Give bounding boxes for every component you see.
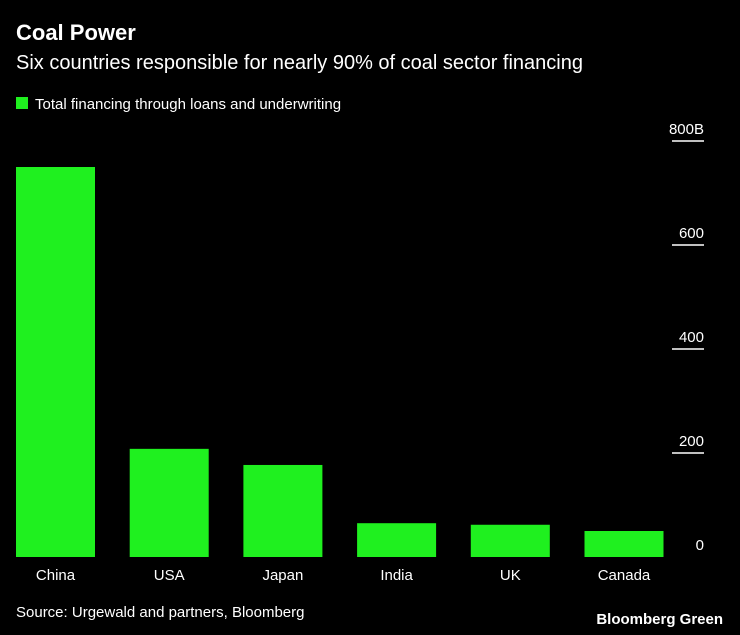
x-tick-label: China <box>36 567 76 584</box>
bar <box>470 524 550 557</box>
bar <box>243 464 323 557</box>
legend-swatch <box>16 97 28 109</box>
legend-label: Total financing through loans and underw… <box>35 96 341 113</box>
x-tick-label: Japan <box>262 567 303 584</box>
source: Source: Urgewald and partners, Bloomberg <box>16 604 305 621</box>
x-tick-label: USA <box>154 567 185 584</box>
x-tick-label: UK <box>500 567 521 584</box>
chart-title: Coal Power <box>16 20 136 45</box>
bar <box>129 448 209 557</box>
y-tick-label: 0 <box>696 537 704 554</box>
y-tick-label: 800B <box>669 121 704 138</box>
bar <box>584 531 664 557</box>
x-tick-label: Canada <box>598 567 651 584</box>
bar <box>16 167 95 557</box>
y-tick-label: 600 <box>679 225 704 242</box>
y-tick-label: 400 <box>679 329 704 346</box>
x-tick-label: India <box>380 567 413 584</box>
brand: Bloomberg Green <box>596 611 723 628</box>
bar <box>357 523 437 557</box>
chart-subtitle: Six countries responsible for nearly 90%… <box>16 52 583 74</box>
y-tick-label: 200 <box>679 433 704 450</box>
